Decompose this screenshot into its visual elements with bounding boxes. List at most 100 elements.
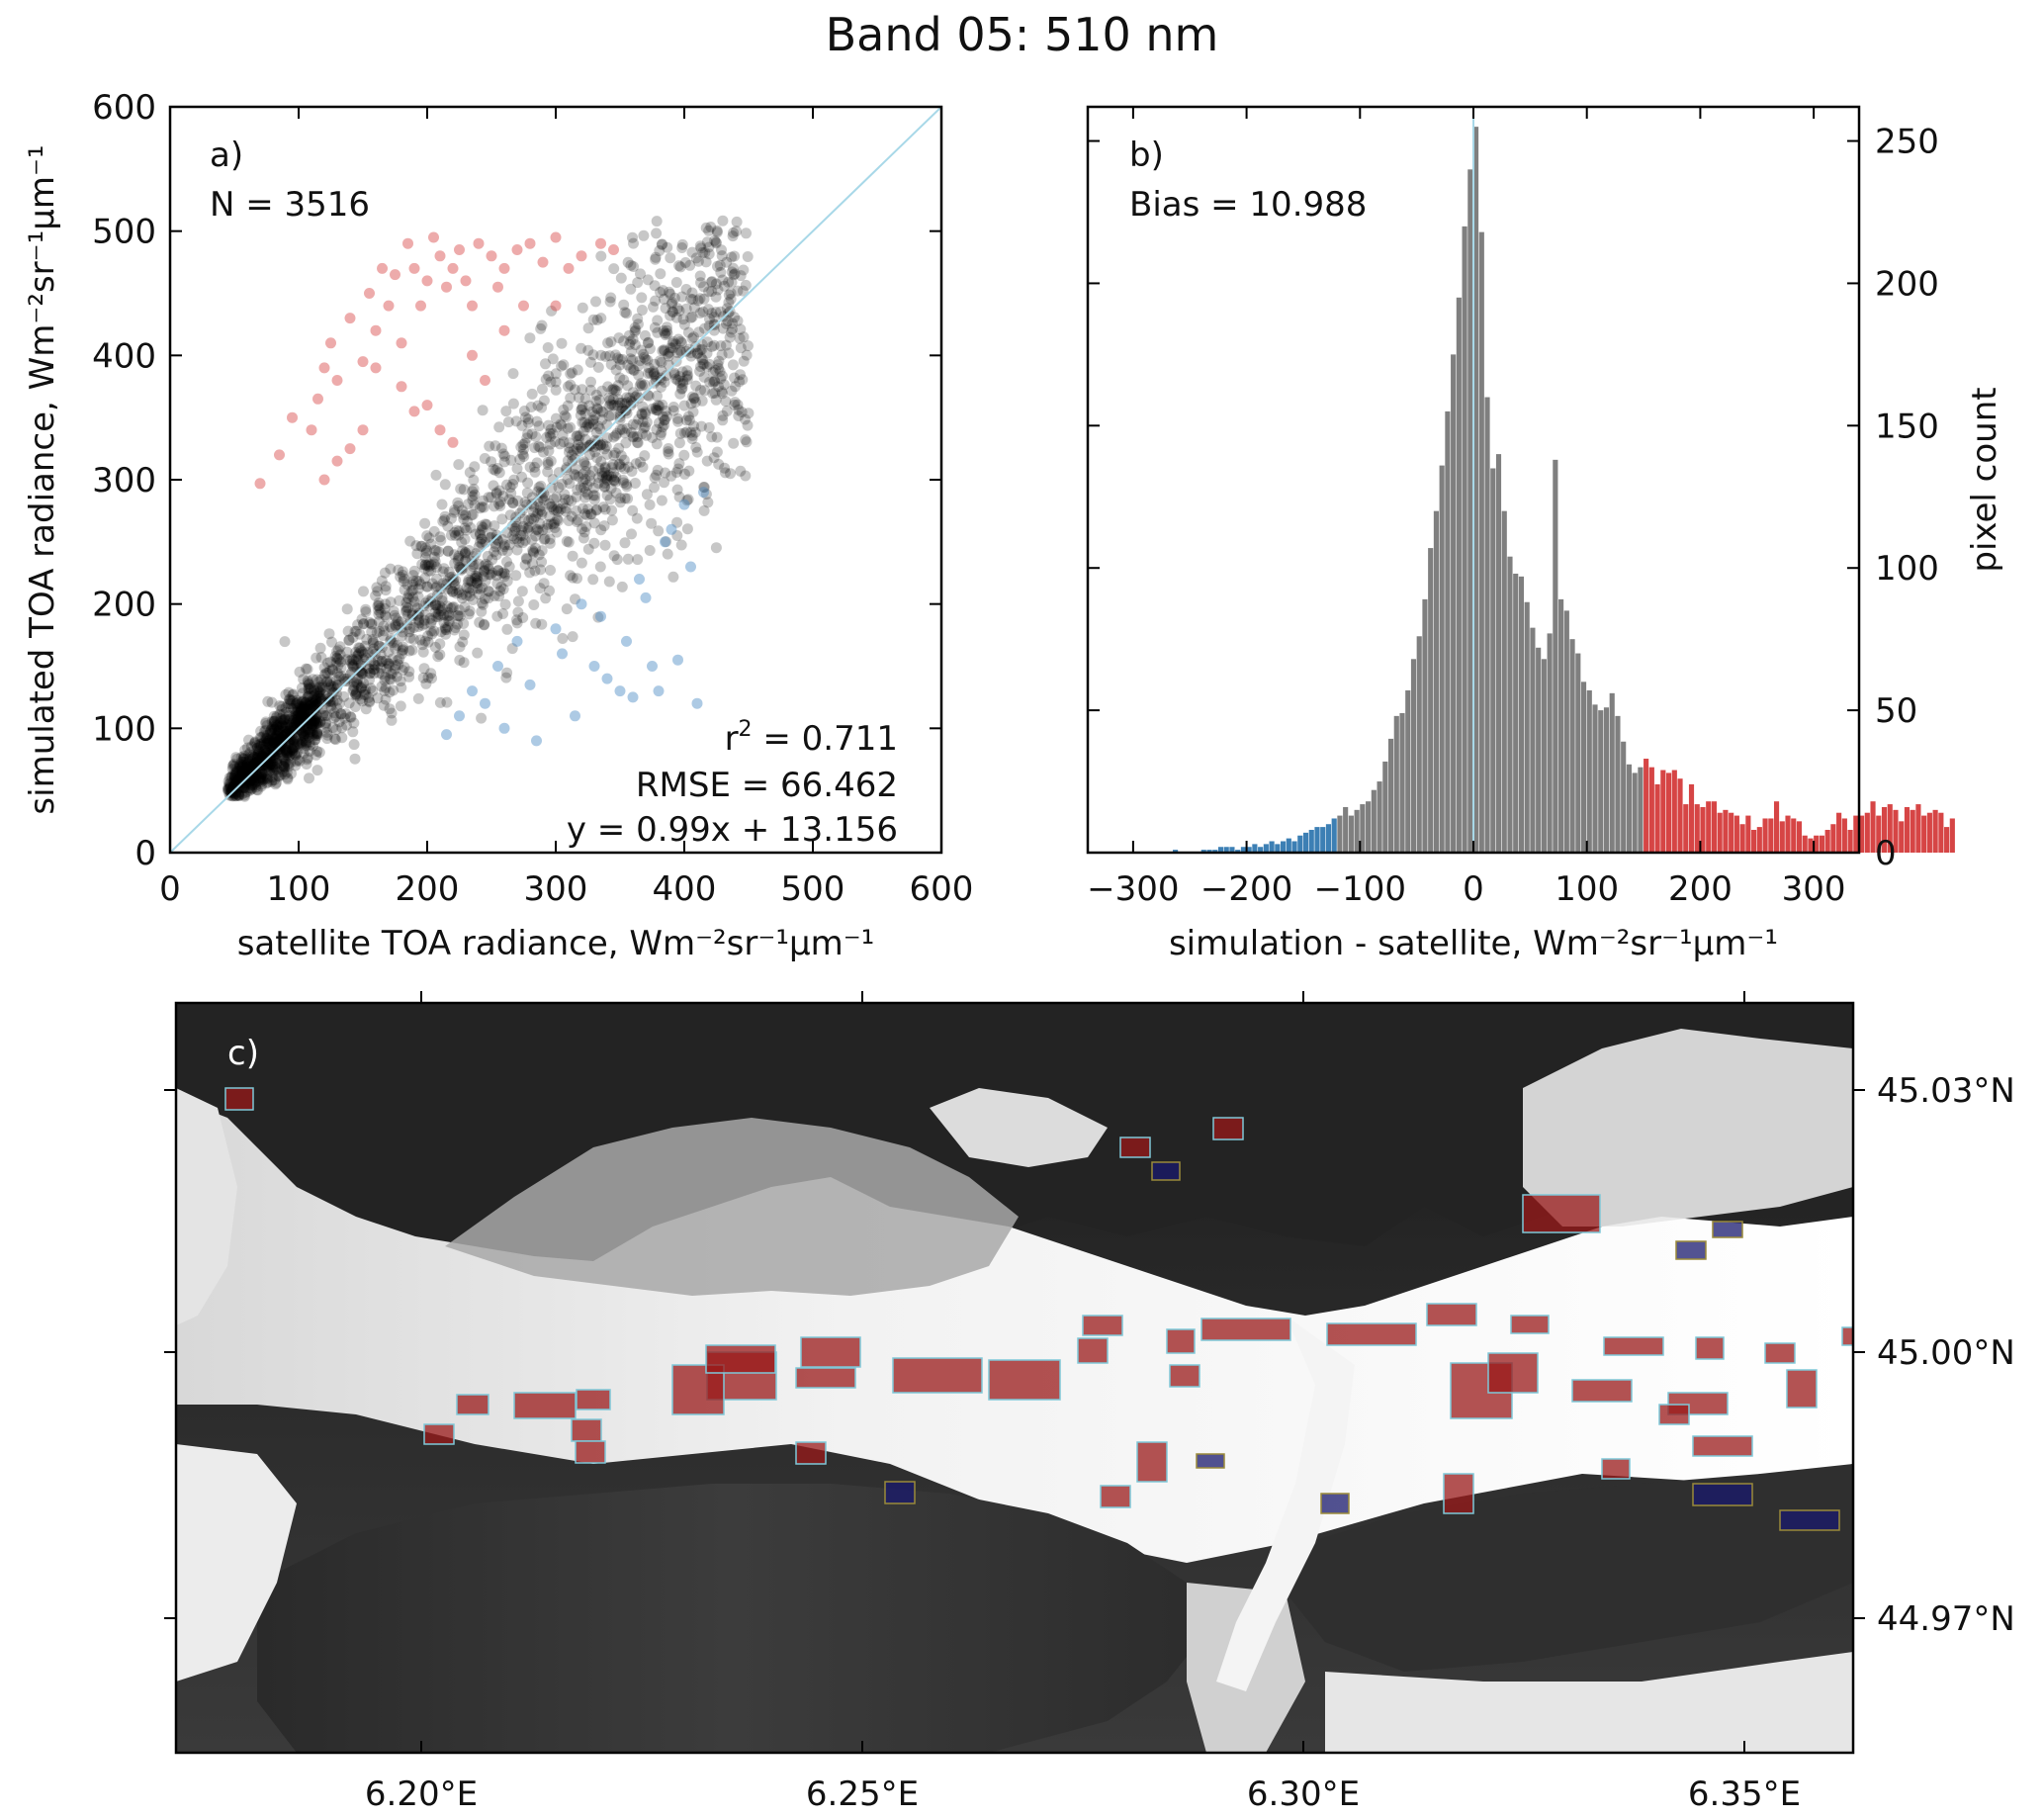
- scatter-point: [735, 270, 747, 282]
- scatter-point: [517, 448, 529, 460]
- scatter-point: [490, 487, 502, 499]
- scatter-point: [482, 550, 493, 562]
- scatter-point: [610, 429, 622, 441]
- scatter-point: [284, 713, 295, 725]
- scatter-point: [291, 694, 303, 706]
- scatter-point: [497, 448, 509, 460]
- scatter-point: [283, 686, 295, 698]
- scatter-point: [603, 392, 615, 404]
- scatter-point: [690, 397, 701, 409]
- scatter-point: [403, 645, 415, 657]
- scatter-point: [309, 685, 320, 696]
- scatter-point: [467, 491, 479, 502]
- scatter-point: [657, 345, 668, 357]
- scatter-point: [600, 440, 612, 452]
- scatter-point: [570, 710, 580, 722]
- scatter-point: [236, 766, 248, 777]
- scatter-point: [517, 439, 529, 450]
- scatter-point: [465, 522, 477, 533]
- scatter-point: [278, 758, 290, 770]
- scatter-point: [639, 379, 651, 391]
- x-tick-label: 200: [1668, 869, 1733, 909]
- scatter-point: [490, 570, 502, 582]
- scatter-point: [602, 381, 614, 393]
- scatter-point: [529, 565, 541, 577]
- scatter-point: [282, 772, 294, 783]
- scatter-point: [665, 342, 676, 354]
- scatter-point: [627, 354, 639, 366]
- scatter-point: [240, 771, 252, 782]
- scatter-point: [631, 512, 643, 524]
- scatter-point: [536, 556, 548, 568]
- scatter-point: [621, 422, 633, 434]
- scatter-point: [288, 724, 300, 736]
- scatter-point: [476, 533, 488, 545]
- scatter-point: [593, 462, 605, 474]
- scatter-point: [631, 418, 643, 430]
- scatter-point: [614, 353, 626, 365]
- histogram-bar: [1331, 818, 1337, 853]
- scatter-point: [249, 757, 261, 769]
- scatter-point: [440, 628, 452, 640]
- scatter-point: [721, 318, 732, 329]
- scatter-point: [557, 648, 568, 660]
- scatter-point: [464, 467, 476, 479]
- scatter-point: [607, 459, 619, 471]
- scatter-point: [265, 751, 277, 763]
- scatter-point: [556, 479, 568, 490]
- scatter-point: [434, 638, 446, 650]
- scatter-point: [472, 647, 484, 659]
- scatter-point: [735, 323, 747, 335]
- scatter-point: [667, 571, 679, 583]
- scatter-point: [633, 369, 645, 381]
- scatter-point: [706, 276, 717, 288]
- scatter-point: [459, 548, 471, 560]
- histogram-bar: [1915, 804, 1921, 853]
- scatter-point: [667, 297, 678, 309]
- scatter-point: [622, 256, 634, 268]
- scatter-point: [359, 685, 371, 697]
- scatter-point: [627, 418, 639, 430]
- scatter-point: [659, 413, 670, 425]
- scatter-point: [701, 336, 713, 348]
- scatter-point: [690, 252, 702, 264]
- scatter-point: [299, 706, 311, 718]
- scatter-point: [456, 589, 468, 600]
- scatter-point: [290, 760, 302, 772]
- scatter-point: [505, 488, 517, 500]
- scatter-point: [576, 557, 587, 569]
- histogram-bar: [1410, 659, 1417, 853]
- scatter-point: [728, 262, 739, 274]
- scatter-point: [454, 641, 466, 653]
- scatter-point: [740, 413, 751, 425]
- scatter-point: [540, 374, 552, 385]
- scatter-point: [563, 262, 575, 274]
- scatter-point: [471, 578, 483, 589]
- scatter-point: [624, 338, 636, 350]
- scatter-point: [354, 628, 366, 640]
- scatter-point: [436, 499, 448, 510]
- scatter-point: [295, 739, 307, 751]
- scatter-point: [392, 655, 403, 667]
- scatter-point: [673, 437, 685, 449]
- scatter-point: [224, 777, 236, 789]
- scatter-point: [688, 420, 700, 432]
- scatter-point: [606, 514, 618, 526]
- scatter-point: [396, 682, 407, 693]
- scatter-point: [527, 546, 539, 558]
- scatter-point: [348, 681, 360, 692]
- histogram-bar: [1819, 835, 1824, 853]
- scatter-point: [466, 509, 478, 521]
- scatter-point: [311, 674, 322, 685]
- scatter-point: [388, 684, 400, 696]
- positive-residual-box: [456, 1394, 489, 1415]
- scatter-point: [479, 566, 490, 577]
- scatter-point: [662, 410, 672, 422]
- scatter-point: [300, 725, 311, 737]
- scatter-point: [313, 689, 325, 701]
- scatter-point: [695, 277, 707, 289]
- scatter-point: [579, 473, 591, 485]
- scatter-point: [591, 403, 603, 414]
- scatter-point: [241, 761, 253, 773]
- scatter-point: [625, 259, 637, 271]
